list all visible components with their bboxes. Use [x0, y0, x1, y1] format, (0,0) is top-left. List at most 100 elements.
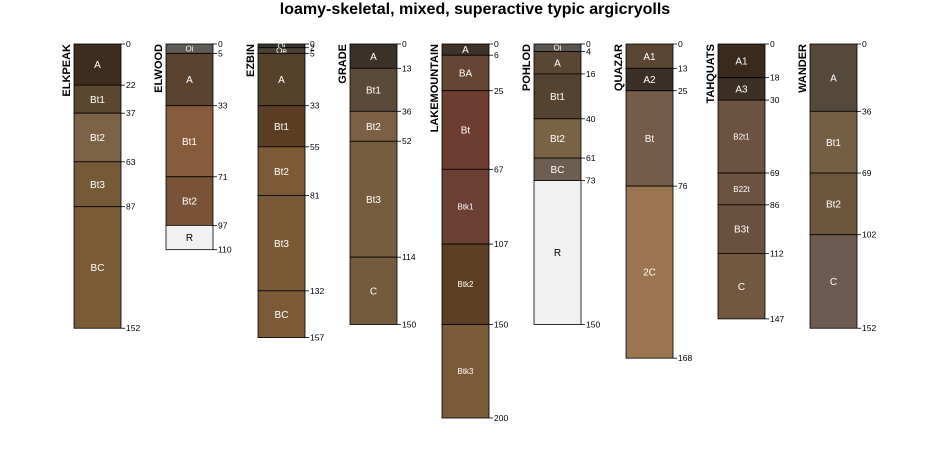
- horizon-label: B3t: [734, 225, 749, 236]
- horizon-block: [257, 290, 306, 338]
- horizon-label: Bt2: [90, 133, 105, 144]
- depth-label: 200: [494, 413, 508, 423]
- horizon-label: Oe: [276, 46, 287, 55]
- horizon-block: [625, 185, 674, 359]
- horizon-block: [349, 67, 398, 112]
- depth-label: 87: [126, 202, 136, 212]
- depth-label: 0: [218, 39, 223, 49]
- horizon-label: Bt: [461, 126, 471, 137]
- depth-label: 152: [862, 323, 876, 333]
- horizon-label: Bt1: [550, 92, 565, 103]
- horizon-label: R: [554, 248, 561, 259]
- horizon-label: Bt1: [366, 85, 381, 96]
- horizon-label: Bt2: [182, 197, 197, 208]
- horizon-label: A: [94, 60, 101, 71]
- depth-label: 114: [402, 252, 416, 262]
- depth-label: 73: [586, 176, 596, 186]
- horizon-block: [717, 43, 766, 79]
- horizon-label: C: [370, 286, 377, 297]
- profile-name: ELKPEAK: [61, 44, 73, 97]
- horizon-label: Oi: [554, 44, 562, 53]
- depth-label: 157: [310, 333, 324, 343]
- depth-label: 0: [126, 39, 131, 49]
- profile-name: EZBIN: [245, 44, 257, 77]
- soil-profile: QUAZAR A1 0 13 A2 25 Bt 76 2C 168: [613, 39, 692, 363]
- diagram-title: loamy-skeletal, mixed, superactive typic…: [279, 1, 671, 18]
- depth-label: 2: [310, 43, 315, 53]
- profile-name: POHLOD: [521, 44, 533, 91]
- depth-label: 6: [494, 50, 499, 60]
- soil-profile: ELWOOD Oi 05 A 33 Bt1 71 Bt2 97 R 110: [153, 39, 232, 255]
- depth-label: 30: [770, 95, 780, 105]
- depth-label: 150: [586, 320, 600, 330]
- horizon-label: A: [830, 73, 837, 84]
- depth-label: 168: [678, 353, 692, 363]
- depth-label: 36: [862, 106, 872, 116]
- depth-label: 0: [770, 39, 775, 49]
- depth-label: 0: [494, 39, 499, 49]
- horizon-block: [73, 43, 122, 86]
- soil-profile: EZBIN Oi 02 Oe 5 A 33 Bt1 55 Bt2 81 Bt3 132 BC 157: [245, 39, 324, 343]
- horizon-block: [533, 73, 582, 120]
- depth-label: 150: [494, 320, 508, 330]
- depth-label: 33: [310, 101, 320, 111]
- horizon-label: B22t: [733, 185, 750, 194]
- horizon-block: [349, 110, 398, 142]
- horizon-block: [165, 52, 214, 107]
- horizon-label: Bt1: [826, 138, 841, 149]
- depth-label: 13: [402, 63, 412, 73]
- depth-label: 102: [862, 230, 876, 240]
- horizon-label: Bt: [645, 134, 655, 145]
- horizon-block: [809, 172, 858, 236]
- depth-label: 107: [494, 239, 508, 249]
- depth-label: 0: [310, 39, 315, 49]
- horizon-label: Bt3: [90, 180, 105, 191]
- profile-name: QUAZAR: [613, 44, 625, 91]
- profile-name: WANDER: [797, 44, 809, 93]
- depth-label: 150: [402, 320, 416, 330]
- soil-profile: TAHQUATS A1 0 18 A3 30 B2t1 69 B22t 86 B3t 112 C 147: [705, 39, 784, 324]
- horizon-block: [441, 54, 490, 92]
- soil-profile: LAKEMOUNTAIN A 06 BA 25 Bt 67 Btk1 107 Btk2 150 Btk…: [429, 39, 508, 423]
- horizon-label: A: [278, 75, 285, 86]
- horizon-block: [809, 234, 858, 329]
- depth-label: 0: [862, 39, 867, 49]
- soil-profile: GRADE A 0 13 Bt1 36 Bt2 52 Bt3 114 C 150: [337, 39, 416, 330]
- depth-label: 132: [310, 286, 324, 296]
- horizon-label: Bt1: [90, 95, 105, 106]
- horizon-label: Btk1: [457, 203, 474, 212]
- horizon-label: C: [738, 282, 745, 293]
- horizon-block: [349, 256, 398, 325]
- horizon-block: [257, 52, 306, 107]
- depth-label: 61: [586, 153, 596, 163]
- horizon-block: [349, 140, 398, 258]
- depth-label: 55: [310, 142, 320, 152]
- depth-label: 112: [770, 248, 784, 258]
- horizon-label: 2C: [643, 268, 656, 279]
- horizon-block: [625, 43, 674, 69]
- soil-profile: POHLOD Oi 04 A 16 Bt1 40 Bt2 61 BC 73 R 150: [521, 39, 600, 330]
- horizon-block: [165, 224, 214, 251]
- depth-label: 0: [402, 39, 407, 49]
- depth-label: 71: [218, 172, 228, 182]
- horizon-label: Btk3: [457, 367, 474, 376]
- horizon-label: Bt1: [274, 122, 289, 133]
- horizon-label: BC: [551, 165, 565, 176]
- horizon-label: A: [462, 45, 469, 56]
- horizon-block: [349, 43, 398, 69]
- horizon-block: [717, 253, 766, 320]
- depth-label: 69: [770, 168, 780, 178]
- soil-profile: ELKPEAK A 0 22 Bt1 37 Bt2 63 Bt3 87 BC 152: [61, 39, 140, 333]
- horizon-label: R: [186, 233, 193, 244]
- horizon-label: A3: [735, 84, 748, 95]
- horizon-label: Bt2: [826, 199, 841, 210]
- horizon-block: [809, 43, 858, 112]
- depth-label: 37: [126, 108, 136, 118]
- horizon-block: [809, 110, 858, 174]
- depth-label: 5: [218, 48, 223, 58]
- horizon-block: [257, 146, 306, 196]
- horizon-label: Btk2: [457, 280, 474, 289]
- depth-label: 36: [402, 106, 412, 116]
- horizon-label: Bt3: [366, 195, 381, 206]
